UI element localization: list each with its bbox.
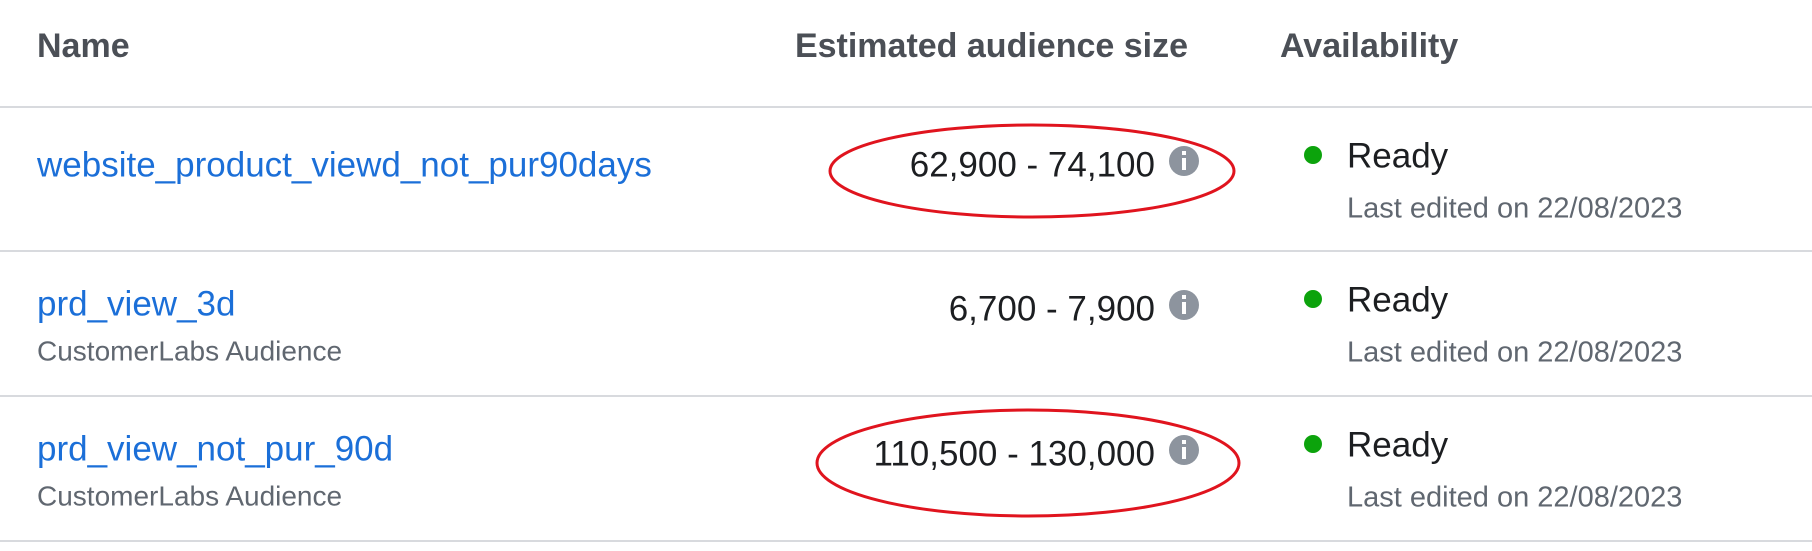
- highlight-ellipse: [828, 123, 1236, 219]
- header-availability: Availability: [1280, 27, 1458, 65]
- last-edited: Last edited on 22/08/2023: [1347, 193, 1682, 225]
- last-edited: Last edited on 22/08/2023: [1347, 482, 1682, 514]
- info-icon-bar: [1182, 302, 1186, 314]
- info-icon-dot: [1182, 440, 1186, 444]
- audience-name[interactable]: prd_view_not_pur_90d: [37, 429, 393, 468]
- audience-name[interactable]: prd_view_3d: [37, 284, 235, 323]
- info-icon-dot: [1182, 151, 1186, 155]
- audience-source: CustomerLabs Audience: [37, 335, 342, 366]
- rows: website_product_viewd_not_pur90days 62,90…: [0, 136, 1812, 542]
- status: Ready: [1347, 136, 1449, 175]
- header-size: Estimated audience size: [795, 27, 1188, 65]
- audience-size: 62,900 - 74,100: [910, 145, 1155, 184]
- status-dot: [1304, 146, 1322, 164]
- header-name: Name: [37, 27, 130, 65]
- audience-size: 6,700 - 7,900: [949, 289, 1155, 328]
- highlight-ellipse: [815, 408, 1241, 518]
- audience-size: 110,500 - 130,000: [873, 434, 1155, 473]
- last-edited: Last edited on 22/08/2023: [1347, 337, 1682, 369]
- status-dot: [1304, 435, 1322, 453]
- status: Ready: [1347, 280, 1449, 319]
- status-dot: [1304, 290, 1322, 308]
- status: Ready: [1347, 425, 1449, 464]
- info-icon-bar: [1182, 447, 1186, 459]
- info-icon-dot: [1182, 295, 1186, 299]
- audience-name[interactable]: website_product_viewd_not_pur90days: [36, 145, 652, 184]
- audience-source: CustomerLabs Audience: [37, 480, 342, 511]
- info-icon-bar: [1182, 158, 1186, 170]
